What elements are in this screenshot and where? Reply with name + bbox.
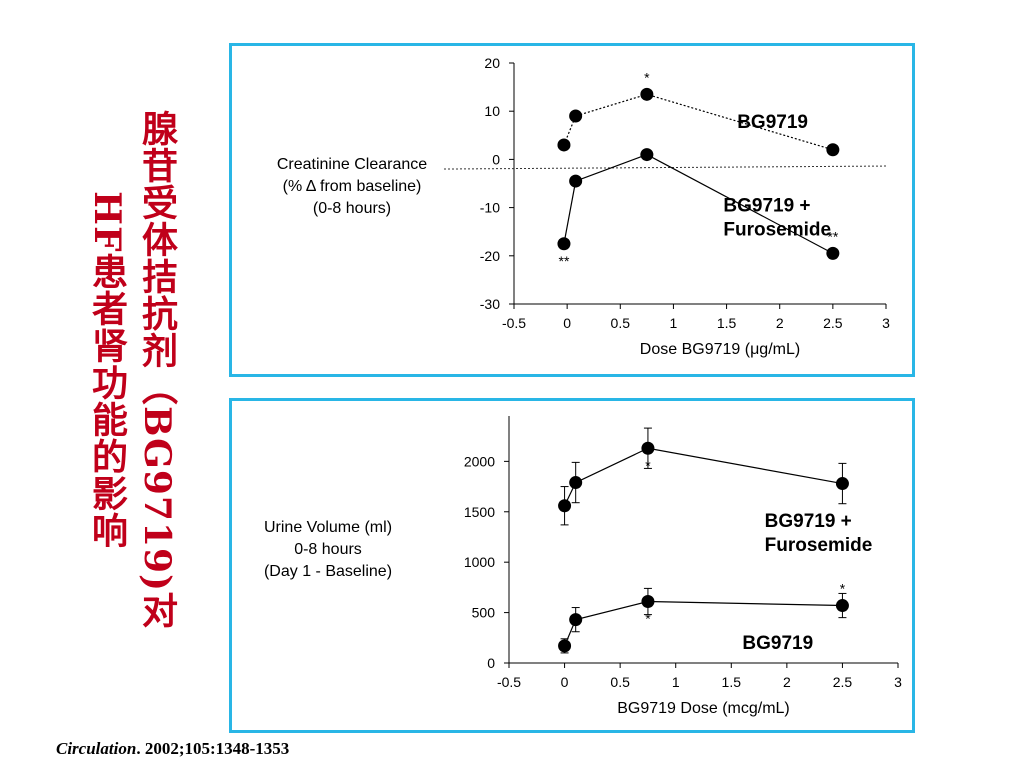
x-tick-label: -0.5 <box>497 674 521 690</box>
data-point <box>826 246 840 260</box>
series-line <box>563 93 834 151</box>
x-tick-label: -0.5 <box>502 315 526 331</box>
x-tick-label: 1.5 <box>722 674 742 690</box>
creatinine-clearance-chart: -0.5 0 0.5 1 1.5 2 2.5 3 20 10 0 -10 -20 -30 Dose BG97… <box>277 55 890 358</box>
x-tick-label: 0.5 <box>611 315 631 331</box>
significance-mark: ** <box>827 228 838 244</box>
x-tick-label: 0 <box>563 315 571 331</box>
data-point <box>640 87 654 101</box>
creatinine-clearance-chart-panel: -0.5 0 0.5 1 1.5 2 2.5 3 20 10 0 -10 -20 -30 Dose BG97… <box>229 43 915 377</box>
y-tick-label: 20 <box>484 55 500 71</box>
data-point <box>558 639 572 653</box>
significance-mark: * <box>645 457 651 473</box>
significance-mark: * <box>840 581 846 597</box>
series-label: BG9719 <box>737 112 808 133</box>
series-label: BG9719 + <box>765 511 852 532</box>
citation-details: . 2002;105:1348-1353 <box>136 739 290 758</box>
x-tick-label: 2.5 <box>823 315 843 331</box>
y-axis-label-line: 0-8 hours <box>294 541 362 558</box>
y-tick-label: 10 <box>484 103 500 119</box>
x-tick-label: 3 <box>894 674 902 690</box>
significance-mark: * <box>645 611 651 627</box>
baseline-reference-line <box>443 165 887 170</box>
data-point <box>835 477 849 491</box>
y-tick-label: 1000 <box>464 554 495 570</box>
significance-mark: * <box>644 69 650 85</box>
x-tick-label: 1 <box>670 315 678 331</box>
x-tick-label: 0.5 <box>610 674 630 690</box>
x-tick-label: 2 <box>783 674 791 690</box>
x-tick-label: 2.5 <box>833 674 853 690</box>
x-tick-label: 1 <box>672 674 680 690</box>
data-point <box>569 174 583 188</box>
x-tick-label: 1.5 <box>717 315 737 331</box>
data-point <box>558 499 572 513</box>
x-tick-label: 3 <box>882 315 890 331</box>
series-line <box>563 153 834 254</box>
y-axis-label-line: (0-8 hours) <box>313 200 391 217</box>
slide-title-line-1: 腺苷受体拮抗剂（BG9719)对 <box>136 110 178 630</box>
series-label: BG9719 + <box>723 195 810 216</box>
x-tick-label: 0 <box>561 674 569 690</box>
citation-journal: Circulation <box>56 739 137 758</box>
y-tick-label: 500 <box>472 605 496 621</box>
slide-title-line-2: HF患者肾功能的影响 <box>86 191 128 549</box>
y-axis-label-line: (% Δ from baseline) <box>283 178 422 195</box>
data-point <box>569 109 583 123</box>
data-point <box>569 613 583 627</box>
x-tick-label: 2 <box>776 315 784 331</box>
series-label: Furosemide <box>765 535 873 556</box>
series-label: BG9719 <box>742 633 813 654</box>
y-axis-label-line: (Day 1 - Baseline) <box>264 563 392 580</box>
y-tick-label: 2000 <box>464 453 495 469</box>
x-axis-label: Dose BG9719 (μg/mL) <box>640 341 800 358</box>
y-tick-label: 1500 <box>464 504 495 520</box>
y-tick-label: -30 <box>480 296 500 312</box>
data-point <box>641 595 655 609</box>
urine-volume-chart-panel: -0.5 0 0.5 1 1.5 2 2.5 3 2000 1500 1000 500 0 BG9719 … <box>229 398 915 733</box>
data-point <box>640 148 654 162</box>
citation: Circulation. 2002;105:1348-1353 <box>56 739 289 759</box>
series-label: Furosemide <box>723 219 831 240</box>
data-point <box>557 138 571 152</box>
y-tick-label: -20 <box>480 248 500 264</box>
data-point <box>826 143 840 157</box>
y-tick-label: 0 <box>492 151 500 167</box>
series-line <box>564 447 843 506</box>
slide-title: 腺苷受体拮抗剂（BG9719)对 HF患者肾功能的影响 <box>72 70 182 670</box>
y-tick-label: -10 <box>480 200 500 216</box>
y-axis-label-line: Creatinine Clearance <box>277 156 427 173</box>
data-point <box>557 237 571 251</box>
y-axis-label-line: Urine Volume (ml) <box>264 519 392 536</box>
data-point <box>569 476 583 490</box>
y-tick-label: 0 <box>487 655 495 671</box>
data-point <box>835 599 849 613</box>
series-line <box>564 600 843 647</box>
data-point <box>641 441 655 455</box>
urine-volume-chart: -0.5 0 0.5 1 1.5 2 2.5 32000150010005000BG9719 … <box>264 416 902 717</box>
x-axis-label: BG9719 Dose (mcg/mL) <box>617 700 790 717</box>
significance-mark: ** <box>559 253 570 269</box>
